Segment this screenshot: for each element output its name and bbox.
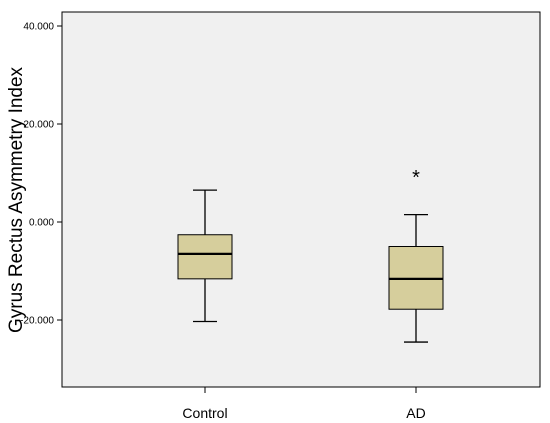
y-tick-label: 40.000 — [23, 22, 54, 33]
y-tick-label: 20.000 — [23, 120, 54, 131]
y-axis: -20.000 0.000 20.000 40.000 — [20, 22, 62, 327]
y-axis-title: Gyrus Rectus Asymmetry Index — [6, 66, 27, 333]
x-category-label: Control — [182, 405, 227, 421]
box-group: * — [388, 167, 444, 343]
x-category-label: AD — [406, 405, 425, 421]
iqr-box — [177, 234, 233, 280]
outlier-marker: * — [412, 167, 420, 189]
boxes: * — [177, 167, 444, 343]
x-axis: Control AD — [182, 387, 426, 421]
y-tick-label: 0.000 — [29, 218, 54, 229]
box-group — [177, 189, 233, 323]
y-tick-label: -20.000 — [20, 316, 54, 327]
plot-area — [61, 11, 541, 388]
